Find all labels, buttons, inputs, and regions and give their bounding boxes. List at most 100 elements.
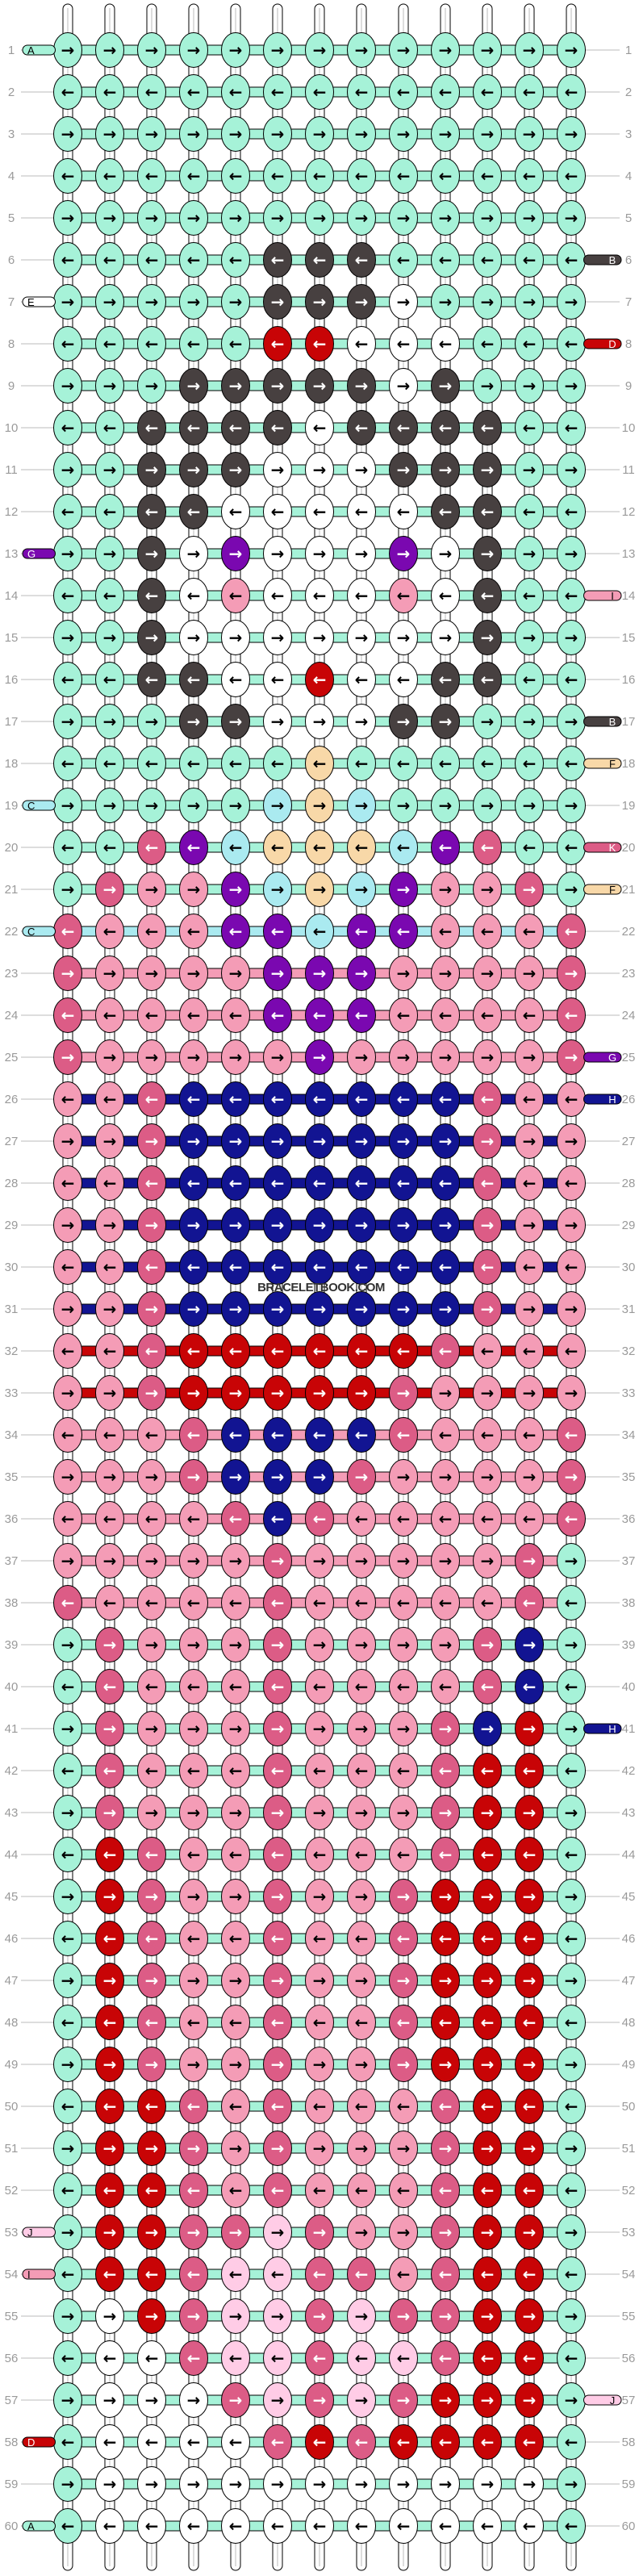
arrow-left-icon: ← — [565, 1006, 578, 1025]
arrow-left-icon: ← — [145, 1509, 159, 1528]
arrow-left-icon: ← — [481, 1089, 495, 1109]
arrow-right-icon: → — [313, 40, 327, 60]
row-number-left: 3 — [8, 128, 15, 141]
arrow-right-icon: → — [103, 2306, 117, 2326]
row-number-right: 2 — [625, 86, 632, 99]
arrow-right-icon: → — [439, 40, 453, 60]
arrow-right-icon: → — [397, 2139, 411, 2158]
arrow-right-icon: → — [523, 1551, 537, 1570]
arrow-right-icon: → — [313, 1131, 327, 1151]
arrow-right-icon: → — [271, 1887, 285, 1906]
arrow-left-icon: ← — [523, 2516, 537, 2536]
arrow-left-icon: ← — [103, 2181, 117, 2200]
arrow-left-icon: ← — [271, 502, 285, 521]
arrow-right-icon: → — [397, 292, 411, 312]
arrow-left-icon: ← — [523, 1929, 537, 1948]
arrow-left-icon: ← — [523, 2181, 537, 2200]
row-number-right: 25 — [622, 1051, 636, 1064]
arrow-right-icon: → — [187, 1215, 201, 1235]
arrow-right-icon: → — [187, 1719, 201, 1738]
arrow-left-icon: ← — [523, 838, 537, 857]
arrow-left-icon: ← — [61, 1257, 75, 1277]
arrow-right-icon: → — [355, 1887, 369, 1906]
arrow-right-icon: → — [271, 40, 285, 60]
arrow-left-icon: ← — [565, 82, 578, 102]
row-number-right: 21 — [622, 883, 636, 897]
arrow-right-icon: → — [61, 628, 75, 647]
arrow-left-icon: ← — [523, 1509, 537, 1528]
arrow-right-icon: → — [355, 628, 369, 647]
row-number-left: 38 — [5, 1596, 19, 1610]
row-number-right: 33 — [622, 1386, 636, 1400]
arrow-left-icon: ← — [187, 166, 201, 186]
row-number-left: 7 — [8, 295, 15, 309]
arrow-left-icon: ← — [565, 670, 578, 689]
arrow-right-icon: → — [397, 1383, 411, 1403]
arrow-right-icon: → — [481, 1131, 495, 1151]
arrow-right-icon: → — [481, 628, 495, 647]
arrow-left-icon: ← — [103, 2516, 117, 2536]
row-number-right: 43 — [622, 1806, 636, 1820]
arrow-left-icon: ← — [481, 1173, 495, 1193]
row-number-right: 57 — [622, 2394, 636, 2407]
arrow-left-icon: ← — [145, 1089, 159, 1109]
arrow-right-icon: → — [481, 2223, 495, 2242]
arrow-left-icon: ← — [271, 1425, 285, 1445]
arrow-right-icon: → — [523, 1467, 537, 1487]
row-number-right: 42 — [622, 1764, 636, 1778]
arrow-left-icon: ← — [397, 2097, 411, 2116]
arrow-right-icon: → — [187, 1887, 201, 1906]
arrow-right-icon: → — [103, 460, 117, 479]
arrow-left-icon: ← — [313, 1509, 327, 1528]
arrow-right-icon: → — [481, 40, 495, 60]
row-number-right: 38 — [622, 1596, 636, 1610]
arrow-left-icon: ← — [145, 1006, 159, 1025]
arrow-right-icon: → — [145, 292, 159, 312]
arrow-right-icon: → — [523, 712, 537, 731]
arrow-right-icon: → — [313, 1803, 327, 1822]
arrow-left-icon: ← — [271, 334, 285, 353]
arrow-right-icon: → — [565, 628, 578, 647]
arrow-right-icon: → — [523, 2306, 537, 2326]
thread-letter: I — [611, 590, 614, 602]
arrow-right-icon: → — [229, 1131, 243, 1151]
arrow-left-icon: ← — [439, 1173, 453, 1193]
arrow-right-icon: → — [565, 376, 578, 395]
arrow-left-icon: ← — [145, 2432, 159, 2452]
arrow-right-icon: → — [103, 1215, 117, 1235]
arrow-right-icon: → — [565, 460, 578, 479]
arrow-right-icon: → — [187, 124, 201, 144]
arrow-right-icon: → — [229, 208, 243, 228]
thread-tab-right — [583, 884, 622, 895]
arrow-right-icon: → — [397, 208, 411, 228]
arrow-right-icon: → — [61, 1635, 75, 1654]
arrow-right-icon: → — [355, 1048, 369, 1067]
row-number-right: 19 — [622, 799, 636, 813]
arrow-right-icon: → — [271, 2474, 285, 2494]
arrow-right-icon: → — [523, 292, 537, 312]
arrow-left-icon: ← — [187, 1509, 201, 1528]
row-number-left: 59 — [5, 2478, 19, 2491]
arrow-right-icon: → — [187, 2306, 201, 2326]
arrow-right-icon: → — [523, 40, 537, 60]
arrow-right-icon: → — [271, 208, 285, 228]
arrow-left-icon: ← — [229, 1845, 243, 1864]
arrow-right-icon: → — [103, 544, 117, 563]
arrow-right-icon: → — [355, 460, 369, 479]
arrow-right-icon: → — [229, 1551, 243, 1570]
arrow-right-icon: → — [187, 40, 201, 60]
arrow-right-icon: → — [271, 1719, 285, 1738]
arrow-right-icon: → — [523, 1971, 537, 1990]
arrow-left-icon: ← — [397, 586, 411, 605]
arrow-left-icon: ← — [439, 334, 453, 353]
arrow-right-icon: → — [229, 2223, 243, 2242]
thread-letter: I — [27, 2269, 31, 2281]
arrow-right-icon: → — [271, 1215, 285, 1235]
row-number-right: 44 — [622, 1848, 636, 1862]
arrow-right-icon: → — [61, 40, 75, 60]
arrow-left-icon: ← — [271, 754, 285, 773]
arrow-right-icon: → — [145, 1635, 159, 1654]
arrow-right-icon: → — [523, 376, 537, 395]
arrow-right-icon: → — [187, 376, 201, 395]
arrow-right-icon: → — [229, 1299, 243, 1319]
